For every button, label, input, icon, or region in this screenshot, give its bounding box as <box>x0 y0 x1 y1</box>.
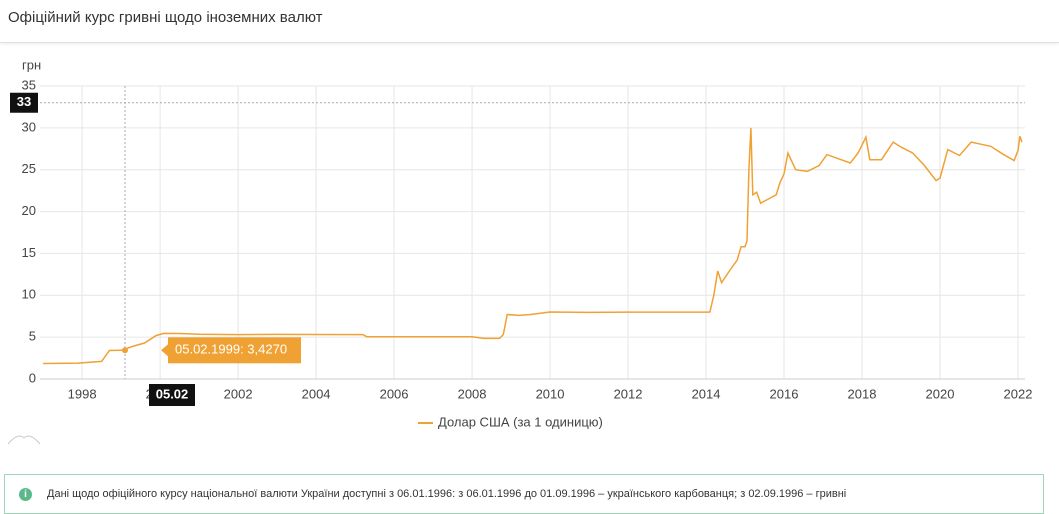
y-tick-label: 25 <box>22 161 36 176</box>
y-tick-label: 35 <box>22 77 36 92</box>
info-icon: i <box>19 488 32 501</box>
x-tick-label: 2006 <box>380 386 409 401</box>
x-tick-label: 2016 <box>770 386 799 401</box>
x-tick-label: 1998 <box>68 386 97 401</box>
x-tick-label: 2004 <box>302 386 331 401</box>
crosshair-y-label: 33 <box>17 94 31 109</box>
note-box: i Дані щодо офіційного курсу національної… <box>4 474 1044 514</box>
header: Офіційний курс гривні щодо іноземних вал… <box>0 0 1059 43</box>
note-text: Дані щодо офіційного курсу національної … <box>47 488 847 500</box>
x-tick-label: 2020 <box>926 386 955 401</box>
y-tick-label: 0 <box>29 370 36 385</box>
x-tick-label: 2018 <box>848 386 877 401</box>
y-tick-label: 10 <box>22 287 36 302</box>
tooltip-pointer <box>161 344 169 357</box>
x-tick-label: 2014 <box>692 386 721 401</box>
tooltip-point <box>122 347 129 354</box>
y-axis-label: грн <box>22 57 41 72</box>
x-tick-label: 2012 <box>614 386 643 401</box>
x-tick-label: 2022 <box>1004 386 1033 401</box>
legend-label: Долар США (за 1 одиницю) <box>438 414 603 429</box>
crosshair-y-label-bg <box>10 92 38 113</box>
x-tick-label: 2008 <box>458 386 487 401</box>
y-tick-label: 20 <box>22 203 36 218</box>
series-line <box>43 127 1023 365</box>
tooltip-text: 05.02.1999: 3,4270 <box>175 342 287 357</box>
tooltip-bg <box>168 337 302 364</box>
page-title: Офіційний курс гривні щодо іноземних вал… <box>8 9 323 26</box>
y-tick-label: 30 <box>22 119 36 134</box>
crosshair-x-label: 05.02 <box>156 386 189 401</box>
x-tick-label: 2010 <box>536 386 565 401</box>
y-tick-label: 15 <box>22 245 36 260</box>
crosshair-x-label-bg <box>149 384 196 406</box>
y-tick-label: 5 <box>29 329 36 344</box>
x-tick-label: 2002 <box>224 386 253 401</box>
chart: грн 051015202530351998200020022004200620… <box>7 57 1033 445</box>
navigator-icon <box>7 435 41 445</box>
